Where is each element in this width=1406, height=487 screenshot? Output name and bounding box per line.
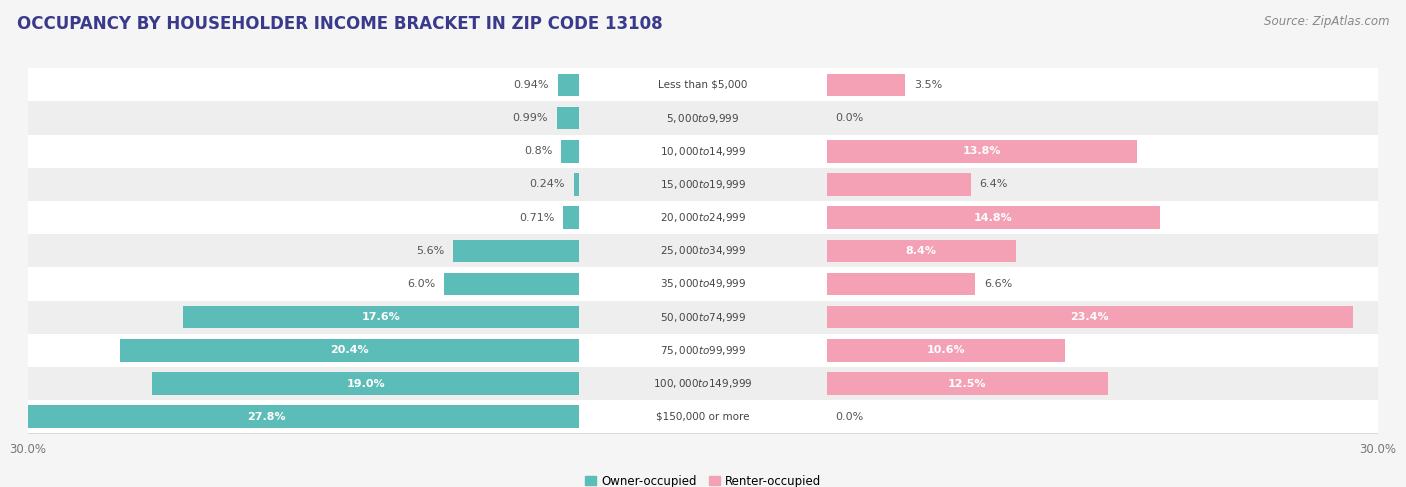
Text: $50,000 to $74,999: $50,000 to $74,999: [659, 311, 747, 324]
Bar: [0, 406, 579, 428]
Text: 6.0%: 6.0%: [408, 279, 436, 289]
Bar: [827, 74, 905, 96]
Text: 0.99%: 0.99%: [513, 113, 548, 123]
Text: 13.8%: 13.8%: [963, 146, 1001, 156]
Text: 20.4%: 20.4%: [330, 345, 370, 356]
Bar: [827, 339, 1066, 362]
Bar: [827, 140, 1137, 163]
Bar: [827, 273, 976, 295]
Text: 0.94%: 0.94%: [513, 80, 550, 90]
Bar: [121, 339, 579, 362]
Bar: [152, 372, 579, 395]
Bar: [183, 306, 579, 328]
Text: $35,000 to $49,999: $35,000 to $49,999: [659, 278, 747, 290]
Text: 14.8%: 14.8%: [974, 213, 1012, 223]
Text: Source: ZipAtlas.com: Source: ZipAtlas.com: [1264, 15, 1389, 28]
Text: 3.5%: 3.5%: [914, 80, 942, 90]
Bar: [827, 372, 1108, 395]
Bar: [28, 267, 1378, 300]
Text: 6.6%: 6.6%: [984, 279, 1012, 289]
Text: 27.8%: 27.8%: [247, 412, 285, 422]
Text: $5,000 to $9,999: $5,000 to $9,999: [666, 112, 740, 125]
Bar: [28, 234, 1378, 267]
Text: $100,000 to $149,999: $100,000 to $149,999: [654, 377, 752, 390]
Bar: [28, 367, 1378, 400]
Bar: [557, 107, 579, 130]
Text: 23.4%: 23.4%: [1070, 312, 1109, 322]
Text: Less than $5,000: Less than $5,000: [658, 80, 748, 90]
Bar: [574, 173, 579, 196]
Bar: [28, 101, 1378, 135]
Text: 0.0%: 0.0%: [835, 113, 863, 123]
Bar: [561, 140, 579, 163]
Text: 17.6%: 17.6%: [361, 312, 401, 322]
Bar: [558, 74, 579, 96]
Text: 6.4%: 6.4%: [980, 179, 1008, 189]
Bar: [827, 306, 1353, 328]
Text: $25,000 to $34,999: $25,000 to $34,999: [659, 244, 747, 257]
Text: 0.24%: 0.24%: [530, 179, 565, 189]
Bar: [28, 201, 1378, 234]
Text: 19.0%: 19.0%: [346, 378, 385, 389]
Text: $20,000 to $24,999: $20,000 to $24,999: [659, 211, 747, 224]
Text: 8.4%: 8.4%: [905, 246, 936, 256]
Bar: [827, 173, 970, 196]
Text: 0.0%: 0.0%: [835, 412, 863, 422]
Bar: [28, 400, 1378, 433]
Text: $75,000 to $99,999: $75,000 to $99,999: [659, 344, 747, 357]
Bar: [28, 168, 1378, 201]
Text: 10.6%: 10.6%: [927, 345, 966, 356]
Text: OCCUPANCY BY HOUSEHOLDER INCOME BRACKET IN ZIP CODE 13108: OCCUPANCY BY HOUSEHOLDER INCOME BRACKET …: [17, 15, 662, 33]
Bar: [28, 68, 1378, 101]
Text: 5.6%: 5.6%: [416, 246, 444, 256]
Bar: [28, 135, 1378, 168]
Text: 12.5%: 12.5%: [948, 378, 987, 389]
Bar: [564, 206, 579, 229]
Text: $10,000 to $14,999: $10,000 to $14,999: [659, 145, 747, 158]
Bar: [28, 300, 1378, 334]
Bar: [827, 240, 1015, 262]
Bar: [827, 206, 1160, 229]
Text: 0.71%: 0.71%: [519, 213, 554, 223]
Text: $150,000 or more: $150,000 or more: [657, 412, 749, 422]
Bar: [28, 334, 1378, 367]
Bar: [453, 240, 579, 262]
Text: $15,000 to $19,999: $15,000 to $19,999: [659, 178, 747, 191]
Bar: [444, 273, 579, 295]
Text: 0.8%: 0.8%: [524, 146, 553, 156]
Legend: Owner-occupied, Renter-occupied: Owner-occupied, Renter-occupied: [579, 470, 827, 487]
